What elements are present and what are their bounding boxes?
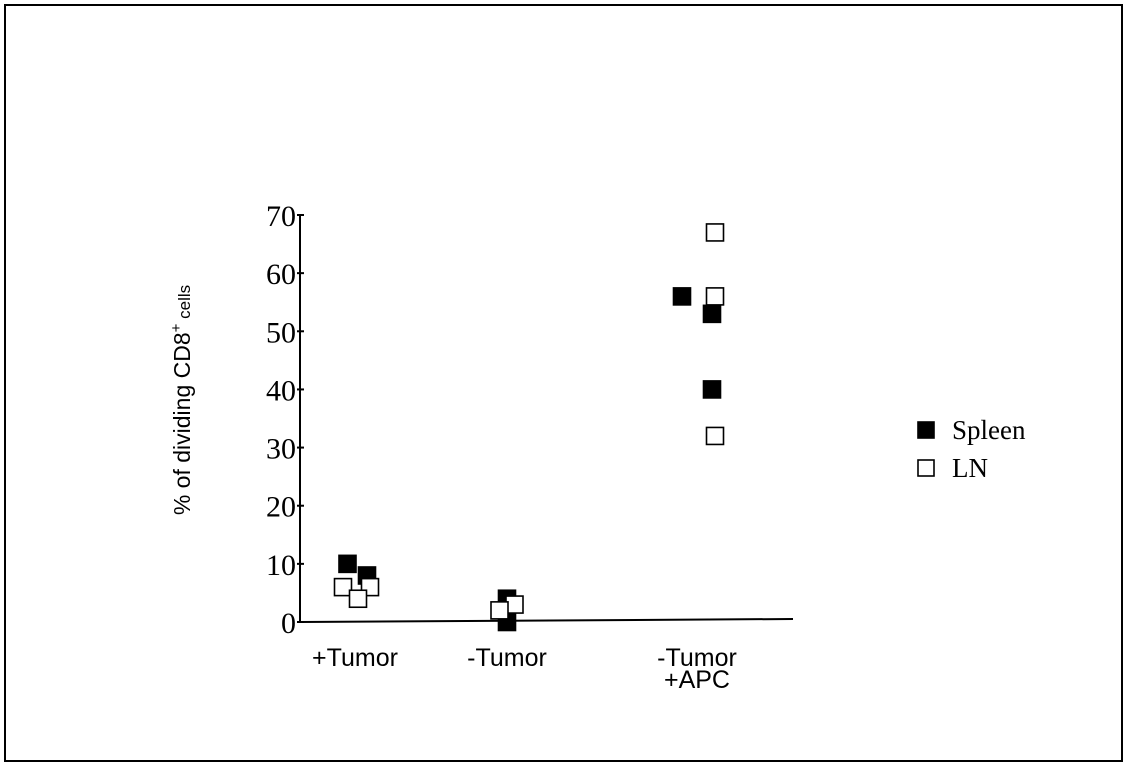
x-category-label: +APC (664, 666, 730, 694)
x-axis-line (300, 619, 793, 622)
legend-label: Spleen (952, 415, 1026, 445)
y-tick-label: 20 (266, 491, 296, 524)
y-tick-label: 0 (281, 607, 296, 640)
ln-point (707, 427, 724, 444)
spleen-point (704, 305, 721, 322)
ln-point (707, 224, 724, 241)
x-category-label: +Tumor (312, 644, 398, 672)
ln-point (350, 590, 367, 607)
spleen-point (339, 555, 356, 572)
spleen-point (674, 288, 691, 305)
y-tick-label: 30 (266, 433, 296, 466)
x-category-labels: +Tumor -Tumor -Tumor+APC (312, 644, 737, 694)
axes (300, 215, 793, 622)
legend: Spleen LN (918, 415, 1026, 483)
ln-point (491, 602, 508, 619)
y-axis-label-suffix: cells (175, 285, 194, 324)
y-tick-label: 40 (266, 374, 296, 407)
y-axis-label: % of dividing CD8+ cells (168, 285, 195, 515)
legend-label: LN (952, 453, 988, 483)
y-tick-label: 10 (266, 549, 296, 582)
spleen-point (704, 381, 721, 398)
y-tick-label: 50 (266, 316, 296, 349)
data-points (335, 224, 724, 631)
x-category-label: -Tumor (467, 644, 547, 672)
spleen-legend-marker (918, 422, 934, 438)
y-axis-label-superscript: + (168, 323, 185, 332)
y-tick-label: 60 (266, 258, 296, 291)
y-axis-label-main: % of dividing CD8 (169, 332, 195, 515)
y-ticks: 0 10 20 30 40 50 60 70 (266, 200, 304, 640)
y-tick-label: 70 (266, 200, 296, 233)
ln-point (707, 288, 724, 305)
ln-legend-marker (918, 460, 934, 476)
